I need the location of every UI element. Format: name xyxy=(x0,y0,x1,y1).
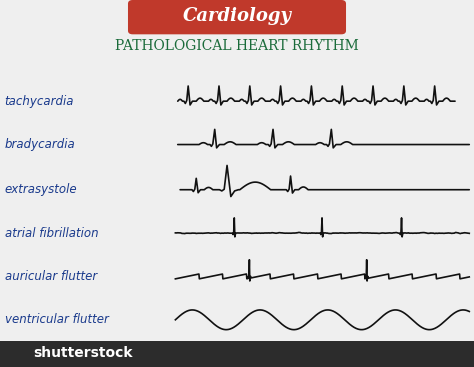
Text: shutterstock: shutterstock xyxy=(33,346,133,360)
FancyBboxPatch shape xyxy=(128,0,346,34)
Bar xyxy=(0,341,474,367)
Text: extrasystole: extrasystole xyxy=(5,183,77,196)
Text: bradycardia: bradycardia xyxy=(5,138,75,151)
Text: PATHOLOGICAL HEART RHYTHM: PATHOLOGICAL HEART RHYTHM xyxy=(115,39,359,53)
Text: atrial fibrillation: atrial fibrillation xyxy=(5,226,99,240)
Text: Cardiology: Cardiology xyxy=(182,7,292,25)
Text: auricular flutter: auricular flutter xyxy=(5,270,97,283)
Text: tachycardia: tachycardia xyxy=(5,95,74,108)
Text: ventricular flutter: ventricular flutter xyxy=(5,313,109,326)
